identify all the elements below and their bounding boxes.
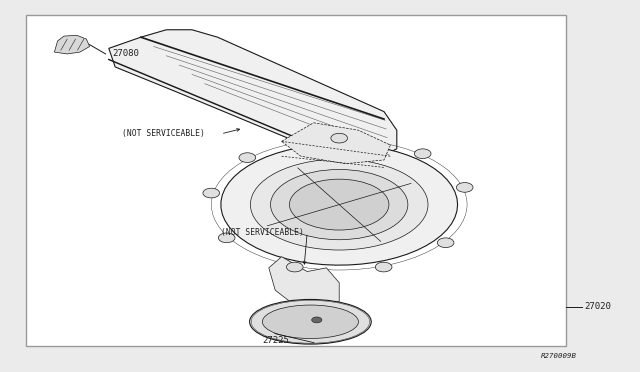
Circle shape (375, 262, 392, 272)
Text: (NOT SERVICEABLE): (NOT SERVICEABLE) (122, 129, 204, 138)
Circle shape (414, 149, 431, 158)
Circle shape (287, 262, 303, 272)
Circle shape (456, 183, 473, 192)
Text: (NOT SERVICEABLE): (NOT SERVICEABLE) (221, 228, 303, 237)
Text: 27225: 27225 (262, 336, 289, 345)
Polygon shape (282, 123, 390, 164)
Polygon shape (221, 144, 458, 265)
Circle shape (203, 188, 220, 198)
Circle shape (437, 238, 454, 247)
Ellipse shape (262, 305, 358, 339)
Circle shape (218, 233, 235, 243)
FancyBboxPatch shape (26, 15, 566, 346)
Text: R270009B: R270009B (541, 353, 577, 359)
Ellipse shape (250, 159, 428, 250)
Ellipse shape (250, 299, 371, 344)
Ellipse shape (271, 170, 408, 240)
Text: 27080: 27080 (112, 49, 139, 58)
Polygon shape (269, 257, 339, 309)
Ellipse shape (289, 179, 389, 230)
Circle shape (312, 317, 322, 323)
Polygon shape (109, 30, 397, 167)
Circle shape (331, 133, 348, 143)
Text: 27020: 27020 (584, 302, 611, 311)
Polygon shape (54, 35, 90, 54)
Circle shape (239, 153, 255, 163)
